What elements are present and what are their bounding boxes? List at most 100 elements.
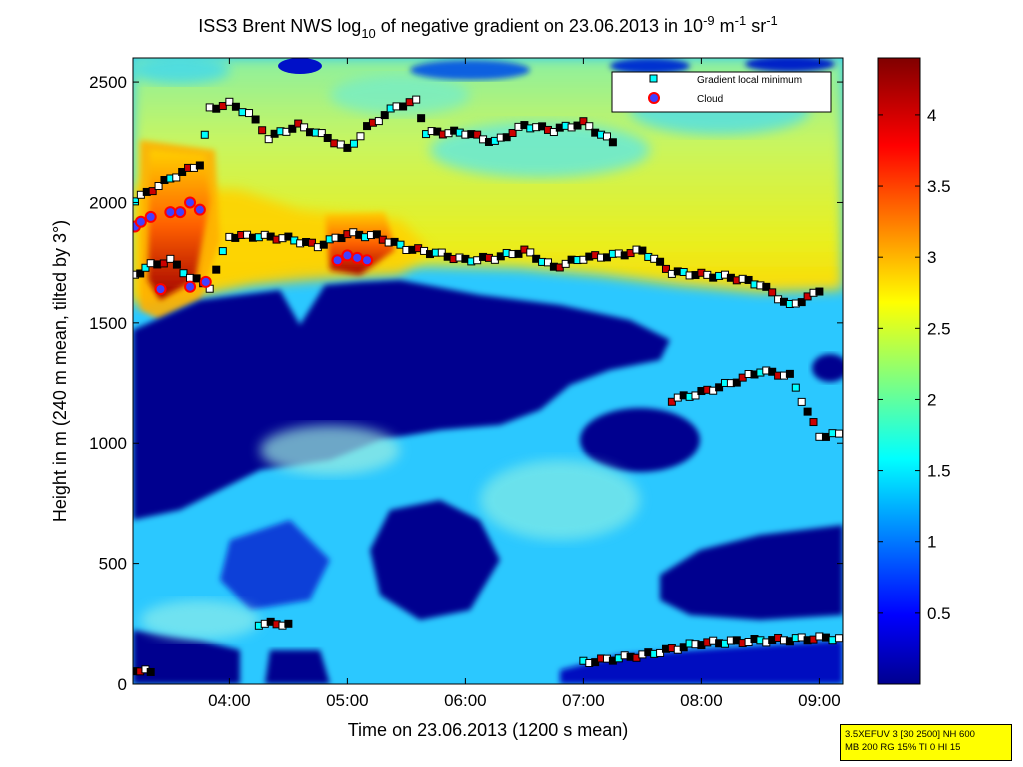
- gradient-minimum-marker: [159, 259, 168, 268]
- gradient-minimum-marker: [835, 429, 843, 438]
- gradient-minimum-marker: [307, 238, 316, 247]
- gradient-minimum-marker: [791, 383, 800, 392]
- cloud-marker: [184, 196, 197, 209]
- gradient-minimum-marker: [218, 247, 227, 256]
- gradient-minimum-marker: [136, 269, 145, 278]
- gradient-minimum-marker: [330, 139, 339, 148]
- gradient-minimum-marker: [141, 263, 150, 272]
- gradient-minimum-marker: [336, 140, 345, 149]
- gradient-minimum-marker: [225, 97, 234, 106]
- legend-cloud-marker: [648, 92, 660, 104]
- gradient-minimum-marker: [212, 265, 221, 274]
- gradient-minimum-marker: [374, 117, 383, 126]
- colorbar: [877, 57, 921, 685]
- gradient-minimum-marker: [343, 143, 352, 152]
- gradient-minimum-marker: [212, 104, 221, 113]
- gradient-minimum-marker: [744, 275, 753, 284]
- marker-overlay: [133, 95, 843, 676]
- gradient-minimum-marker: [762, 282, 771, 291]
- gradient-minimum-marker: [349, 139, 358, 148]
- colorbar-tick-label-4: 2.5: [927, 319, 951, 338]
- gradient-minimum-marker: [153, 260, 162, 269]
- gradient-minimum-marker: [661, 264, 670, 273]
- x-tick-label-2: 06:00: [444, 691, 487, 710]
- info-line-1: 3.5XEFUV 3 [30 2500] NH 600: [845, 729, 975, 740]
- cloud-marker: [341, 249, 354, 262]
- heatmap-field: [133, 58, 843, 684]
- x-axis-label: Time on 23.06.2013 (1200 s mean): [348, 720, 629, 740]
- gradient-minimum-marker: [608, 138, 617, 147]
- gradient-minimum-marker: [815, 287, 824, 296]
- gradient-minimum-marker: [514, 249, 523, 258]
- cloud-marker: [154, 283, 167, 296]
- gradient-minimum-marker: [231, 102, 240, 111]
- gradient-minimum-marker: [392, 102, 401, 111]
- x-tick-label-0: 04:00: [208, 691, 251, 710]
- gradient-minimum-marker: [473, 130, 482, 139]
- gradient-minimum-marker: [768, 288, 777, 297]
- gradient-minimum-marker: [732, 378, 741, 387]
- legend-gradient-marker: [649, 74, 658, 83]
- gradient-minimum-marker: [579, 117, 588, 126]
- gradient-minimum-marker: [502, 133, 511, 142]
- gradient-minimum-marker: [828, 429, 837, 438]
- y-tick-label-4: 2000: [89, 193, 127, 212]
- gradient-minimum-marker: [526, 248, 535, 257]
- legend: Gradient local minimum Cloud: [611, 71, 832, 113]
- gradient-minimum-marker: [437, 248, 446, 257]
- y-tick-label-3: 1500: [89, 314, 127, 333]
- cloud-marker: [184, 280, 197, 293]
- colorbar-tick-label-3: 2: [927, 390, 936, 409]
- cloud-marker: [351, 251, 364, 264]
- gradient-minimum-marker: [828, 636, 837, 645]
- chart-title: ISS3 Brent NWS log10 of negative gradien…: [198, 13, 778, 41]
- gradient-minimum-marker: [821, 432, 830, 441]
- y-axis-label: Height in m (240 m mean, tilted by 3°): [50, 220, 70, 522]
- gradient-minimum-marker: [380, 111, 389, 120]
- gradient-minimum-marker: [166, 254, 175, 263]
- gradient-minimum-marker: [133, 197, 139, 206]
- gradient-minimum-marker: [815, 632, 824, 641]
- gradient-minimum-marker: [412, 95, 421, 104]
- gradient-minimum-marker: [691, 391, 700, 400]
- y-tick-label-0: 0: [118, 675, 127, 694]
- gradient-minimum-marker: [405, 98, 414, 107]
- gradient-minimum-marker: [319, 240, 328, 249]
- colorbar-tick-label-2: 1.5: [927, 462, 951, 481]
- gradient-minimum-marker: [399, 102, 408, 111]
- x-axis: 04:00 05:00 06:00 07:00 08:00 09:00: [208, 58, 841, 710]
- gradient-minimum-marker: [602, 132, 611, 141]
- gradient-minimum-marker: [288, 124, 297, 133]
- gradient-minimum-marker: [205, 103, 214, 112]
- gradient-minimum-marker: [638, 246, 647, 255]
- gradient-minimum-marker: [715, 383, 724, 392]
- gradient-minimum-marker: [323, 133, 332, 142]
- gradient-minimum-marker: [803, 407, 812, 416]
- gradient-minimum-marker: [179, 269, 188, 278]
- gradient-minimum-marker: [154, 182, 163, 191]
- gradient-minimum-marker: [317, 129, 326, 138]
- gradient-minimum-marker: [172, 173, 181, 182]
- gradient-minimum-marker: [238, 108, 247, 117]
- gradient-minimum-marker: [508, 128, 517, 137]
- colorbar-tick-label-1: 1: [927, 533, 936, 552]
- gradient-minimum-marker: [300, 123, 309, 132]
- gradient-minimum-marker: [356, 132, 365, 141]
- x-tick-label-5: 09:00: [798, 691, 841, 710]
- gradient-minimum-marker: [146, 259, 155, 268]
- gradient-minimum-marker: [549, 128, 558, 137]
- cloud-marker: [144, 210, 157, 223]
- colorbar-ticks: 0.5 1 1.5 2 2.5 3 3.5 4: [878, 106, 951, 623]
- gradient-minimum-marker: [417, 114, 426, 123]
- cloud-marker: [193, 203, 206, 216]
- cloud-marker: [174, 206, 187, 219]
- info-box: 3.5XEFUV 3 [30 2500] NH 600 MB 200 RG 15…: [840, 724, 1012, 761]
- gradient-minimum-marker: [218, 102, 227, 111]
- gradient-minimum-marker: [148, 187, 157, 196]
- info-line-2: MB 200 RG 15% TI 0 HI 15: [845, 742, 961, 753]
- x-tick-label-4: 08:00: [680, 691, 723, 710]
- cloud-marker: [134, 215, 147, 228]
- x-tick-label-1: 05:00: [326, 691, 369, 710]
- gradient-minimum-marker: [192, 274, 201, 283]
- gradient-minimum-marker: [251, 115, 260, 124]
